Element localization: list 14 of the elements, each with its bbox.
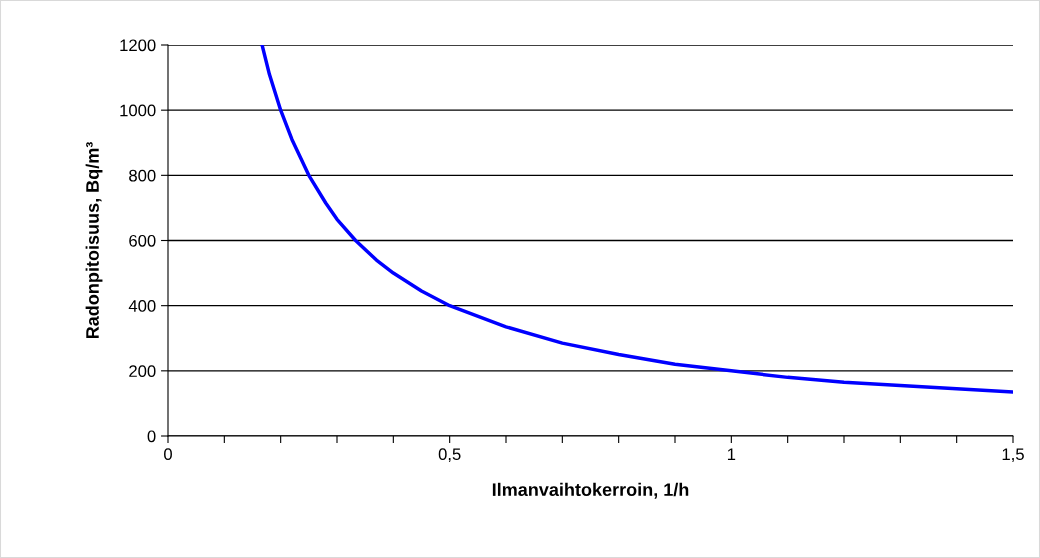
y-tick-label: 600 [129, 234, 156, 247]
x-tick-label: 1,5 [1002, 448, 1024, 463]
y-axis-title: Radonpitoisuus, Bq/m³ [85, 142, 103, 339]
x-tick-label: 1 [727, 448, 736, 460]
y-tick-label: 0 [147, 430, 156, 443]
y-tick-label: 1000 [120, 104, 156, 117]
line-series [260, 45, 1013, 394]
x-tick-label: 0,5 [438, 448, 461, 463]
y-tick-label: 800 [129, 169, 156, 182]
x-axis-title: Ilmanvaihtokerroin, 1/h [492, 482, 689, 499]
x-tick-label: 0 [164, 448, 172, 461]
y-tick-label: 400 [128, 300, 156, 312]
y-tick-label: 200 [129, 365, 156, 378]
y-tick-label: 1200 [120, 39, 156, 52]
